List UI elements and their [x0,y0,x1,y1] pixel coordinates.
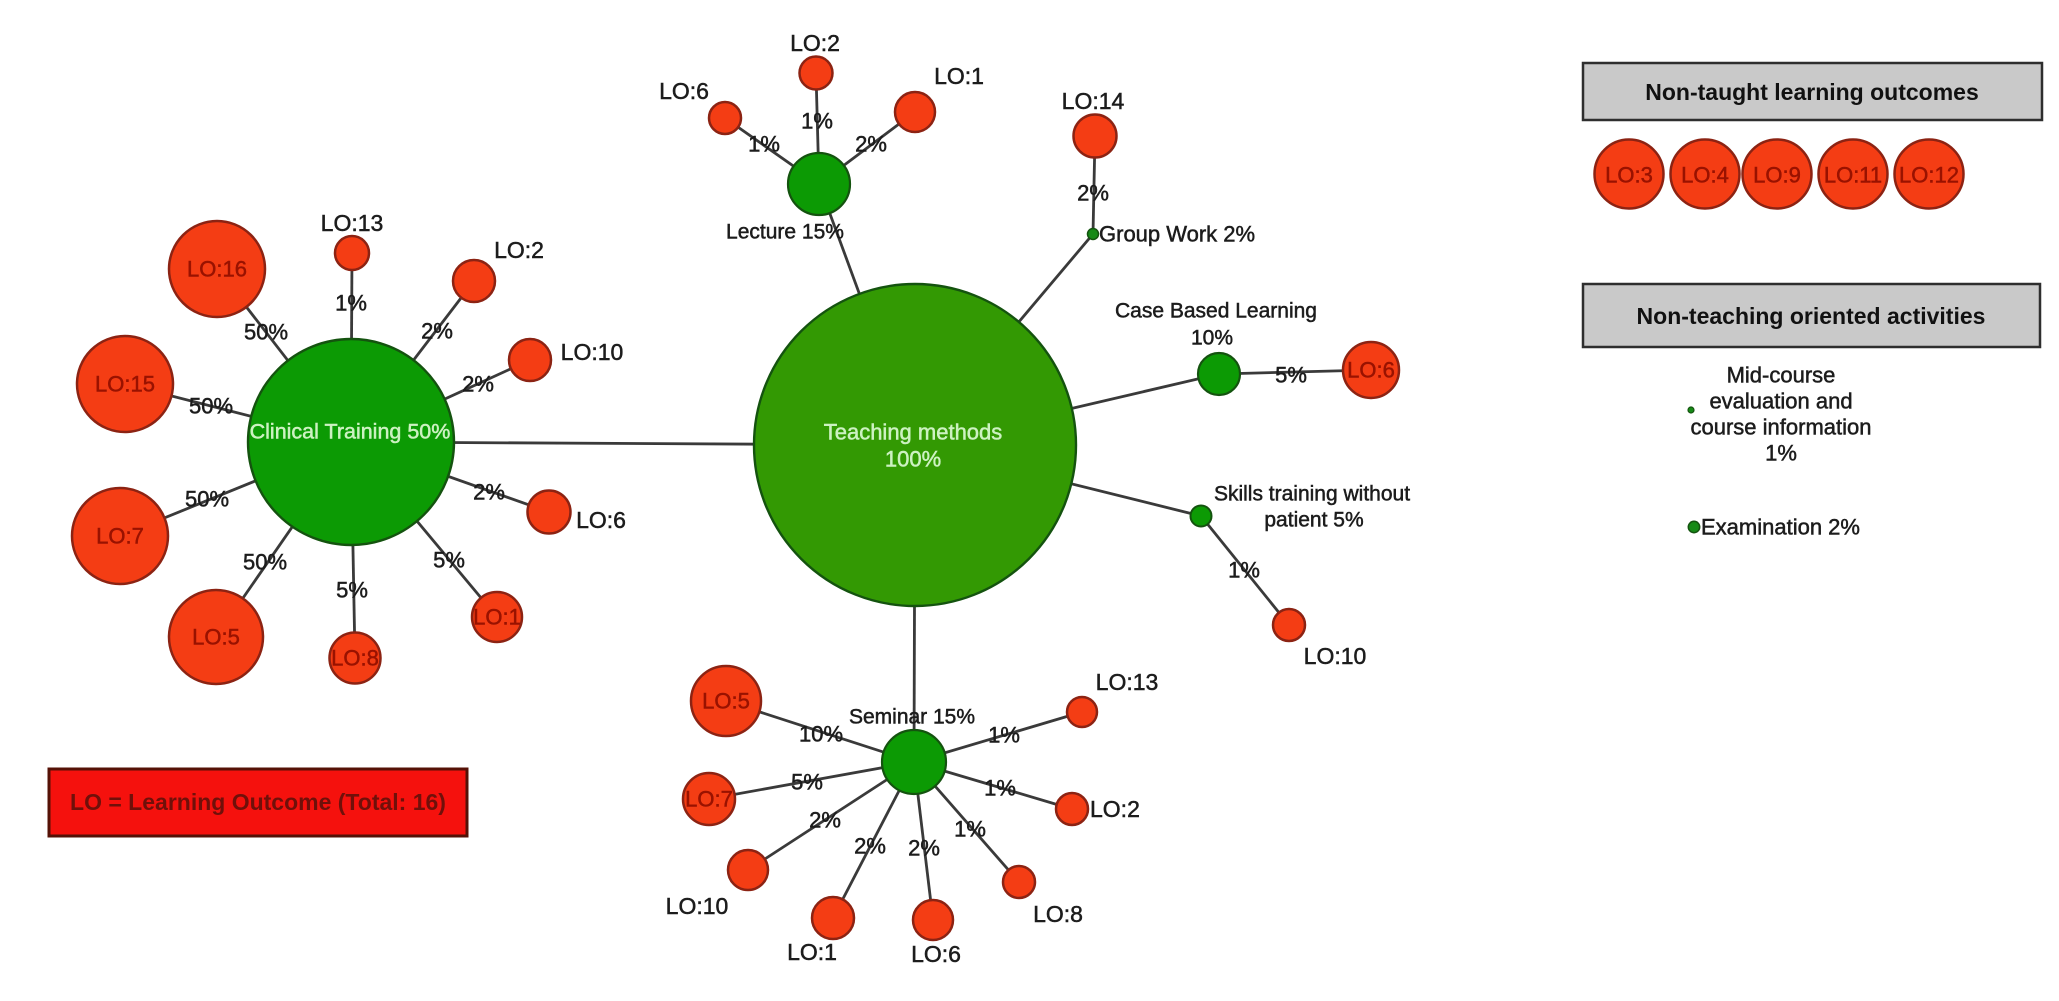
svg-text:patient 5%: patient 5% [1264,508,1363,531]
svg-text:2%: 2% [1077,181,1109,206]
svg-text:5%: 5% [433,548,465,573]
svg-text:Case Based Learning: Case Based Learning [1115,299,1317,322]
svg-text:5%: 5% [791,770,823,795]
svg-text:LO:7: LO:7 [685,787,733,812]
svg-text:50%: 50% [244,320,288,345]
svg-text:LO:10: LO:10 [666,893,729,919]
svg-text:LO:5: LO:5 [702,689,750,714]
svg-text:Lecture 15%: Lecture 15% [726,220,844,243]
svg-text:1%: 1% [748,132,780,157]
svg-text:2%: 2% [421,319,453,344]
svg-text:1%: 1% [801,109,833,134]
svg-text:LO:11: LO:11 [1824,163,1882,188]
svg-text:5%: 5% [1275,363,1307,388]
svg-text:LO:15: LO:15 [95,372,155,397]
svg-text:LO:13: LO:13 [1096,669,1159,695]
svg-text:50%: 50% [185,487,229,512]
svg-text:2%: 2% [855,132,887,157]
svg-text:2%: 2% [809,808,841,833]
svg-text:Non-taught learning outcomes: Non-taught learning outcomes [1645,79,1979,105]
svg-text:LO:1: LO:1 [934,63,984,89]
svg-text:LO:1: LO:1 [473,605,521,630]
svg-text:LO:13: LO:13 [321,210,384,236]
svg-text:course information: course information [1691,415,1872,440]
svg-text:LO:1: LO:1 [787,939,837,965]
svg-text:LO:10: LO:10 [1304,643,1367,669]
svg-text:LO:7: LO:7 [96,524,144,549]
svg-text:1%: 1% [335,291,367,316]
svg-text:2%: 2% [854,834,886,859]
svg-text:LO:9: LO:9 [1753,163,1801,188]
svg-text:LO:12: LO:12 [1899,163,1959,188]
svg-text:LO:16: LO:16 [187,257,247,282]
svg-text:LO:10: LO:10 [561,339,624,365]
svg-text:1%: 1% [984,776,1016,801]
svg-text:LO:6: LO:6 [1347,358,1395,383]
svg-text:2%: 2% [908,836,940,861]
svg-text:LO:2: LO:2 [790,30,840,56]
svg-text:1%: 1% [988,723,1020,748]
svg-text:LO:6: LO:6 [659,78,709,104]
svg-text:LO:14: LO:14 [1062,88,1125,114]
svg-text:5%: 5% [336,578,368,603]
svg-text:LO:2: LO:2 [1090,796,1140,822]
svg-text:1%: 1% [954,817,986,842]
svg-text:1%: 1% [1228,558,1260,583]
svg-text:Examination 2%: Examination 2% [1701,515,1860,540]
svg-text:100%: 100% [885,447,941,472]
svg-text:LO:5: LO:5 [192,625,240,650]
svg-text:LO:8: LO:8 [1033,901,1083,927]
svg-text:1%: 1% [1765,441,1797,466]
svg-text:LO:6: LO:6 [911,941,961,967]
svg-text:Group Work 2%: Group Work 2% [1099,222,1255,247]
svg-text:LO:6: LO:6 [576,507,626,533]
svg-text:LO:3: LO:3 [1605,163,1653,188]
svg-text:LO:4: LO:4 [1681,163,1729,188]
svg-text:Teaching methods: Teaching methods [824,420,1003,445]
svg-text:10%: 10% [1191,326,1233,349]
svg-text:Seminar 15%: Seminar 15% [849,705,975,728]
svg-text:2%: 2% [473,480,505,505]
svg-text:evaluation and: evaluation and [1709,389,1852,414]
svg-text:Mid-course: Mid-course [1727,363,1836,388]
svg-text:10%: 10% [799,722,843,747]
svg-text:LO = Learning Outcome (Total:: LO = Learning Outcome (Total: 16) [70,789,446,815]
svg-text:50%: 50% [243,550,287,575]
svg-text:Clinical Training 50%: Clinical Training 50% [250,420,451,444]
svg-text:2%: 2% [462,372,494,397]
svg-text:Non-teaching oriented activiti: Non-teaching oriented activities [1637,303,1986,329]
svg-text:LO:8: LO:8 [331,646,379,671]
svg-text:LO:2: LO:2 [494,237,544,263]
svg-text:50%: 50% [189,394,233,419]
svg-text:Skills training without: Skills training without [1214,482,1410,505]
